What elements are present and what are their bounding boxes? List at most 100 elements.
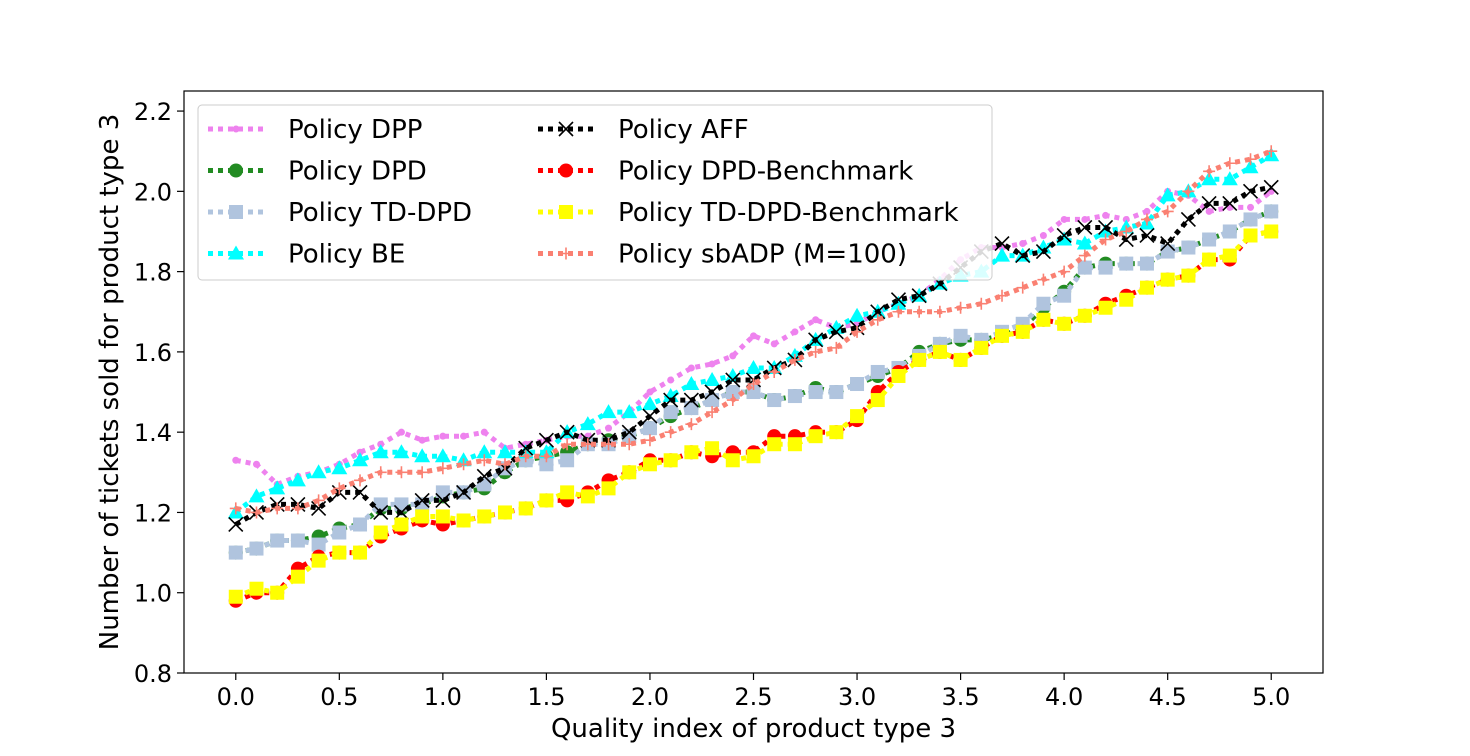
data-point	[600, 404, 617, 419]
legend-marker	[228, 245, 244, 260]
data-point	[725, 385, 740, 400]
data-point	[439, 432, 447, 440]
data-point	[1243, 212, 1258, 227]
series-line	[234, 229, 1272, 604]
data-point	[1205, 207, 1213, 215]
legend-item: Policy DPP	[208, 115, 422, 145]
data-point	[270, 585, 285, 600]
data-point	[891, 368, 906, 383]
data-point	[1201, 171, 1218, 186]
data-point	[354, 474, 367, 487]
data-point	[1202, 252, 1217, 267]
data-point	[1264, 224, 1279, 239]
legend-marker	[229, 205, 243, 219]
data-point	[1097, 223, 1114, 238]
data-point	[269, 480, 286, 495]
data-point	[1016, 281, 1029, 294]
data-point	[663, 453, 678, 468]
x-tick-label: 1.5	[527, 683, 565, 711]
data-point	[1263, 179, 1279, 195]
data-point	[646, 388, 654, 396]
data-point	[1244, 153, 1257, 166]
data-point	[994, 247, 1011, 262]
data-point	[271, 502, 284, 515]
data-point	[1035, 239, 1052, 254]
data-point	[912, 352, 927, 367]
data-point	[745, 359, 762, 374]
x-axis: 0.0 0.5 1.0 1.5 2.0 2.5 3.0 3.5 4.0 4.5 5.0	[217, 673, 1290, 711]
data-point	[418, 436, 426, 444]
data-point	[456, 484, 472, 500]
data-point	[932, 344, 947, 359]
data-point	[352, 484, 368, 500]
data-point	[1058, 265, 1071, 278]
data-point	[725, 453, 740, 468]
data-point	[1223, 157, 1236, 170]
legend-label: Policy DPD-Benchmark	[618, 157, 913, 187]
data-point	[621, 424, 637, 440]
data-point	[372, 444, 389, 459]
data-point	[1140, 213, 1153, 226]
data-point	[476, 444, 493, 459]
data-point	[397, 428, 405, 436]
x-tick-label: 0.0	[217, 683, 255, 711]
data-point	[870, 393, 885, 408]
data-point	[374, 466, 387, 479]
data-point	[1098, 300, 1113, 315]
data-point	[1037, 273, 1050, 286]
legend-label: Policy TD-DPD-Benchmark	[618, 198, 959, 228]
data-point	[1057, 288, 1072, 303]
data-point	[457, 458, 470, 471]
data-point	[1036, 296, 1051, 311]
data-point	[581, 438, 594, 451]
data-point	[249, 541, 264, 556]
data-point	[395, 466, 408, 479]
data-point	[229, 502, 242, 515]
data-point	[519, 450, 532, 463]
data-point	[270, 533, 285, 548]
data-point	[808, 332, 824, 348]
data-point	[623, 438, 636, 451]
data-point	[498, 458, 511, 471]
legend-item: Policy DPD	[208, 157, 427, 187]
y-axis-label: Number of tickets sold for product type …	[95, 114, 125, 651]
legend-item: Policy AFF	[538, 115, 749, 145]
data-point	[1035, 243, 1051, 260]
data-point	[497, 505, 512, 520]
data-point	[248, 488, 265, 503]
data-point	[228, 545, 243, 560]
data-point	[1264, 204, 1279, 219]
data-point	[788, 353, 801, 366]
data-point	[1102, 211, 1110, 219]
data-point	[1097, 219, 1114, 236]
data-point	[685, 418, 698, 431]
data-point	[642, 408, 658, 424]
data-point	[1242, 159, 1259, 174]
data-point	[953, 352, 968, 367]
series-6	[228, 224, 1279, 604]
y-tick-label: 1.2	[134, 499, 172, 527]
data-point	[767, 393, 782, 408]
series-7	[229, 145, 1278, 519]
data-point	[809, 345, 822, 358]
data-point	[1081, 215, 1089, 223]
data-point	[1119, 292, 1134, 307]
y-tick-label: 1.4	[134, 419, 172, 447]
data-point	[787, 437, 802, 452]
data-point	[974, 340, 989, 355]
data-point	[1077, 308, 1092, 323]
data-point	[415, 509, 430, 524]
data-point	[726, 394, 739, 407]
data-point	[602, 438, 615, 451]
data-point	[1119, 256, 1134, 271]
data-point	[1056, 227, 1072, 244]
data-point	[1077, 260, 1092, 275]
data-point	[580, 489, 595, 504]
data-point	[540, 450, 553, 463]
data-point	[393, 444, 410, 459]
data-point	[705, 393, 720, 408]
data-point	[1139, 256, 1154, 271]
legend: Policy DPP Policy DPD Policy TD-DPD Policy …	[197, 104, 993, 281]
data-point	[1221, 171, 1238, 186]
